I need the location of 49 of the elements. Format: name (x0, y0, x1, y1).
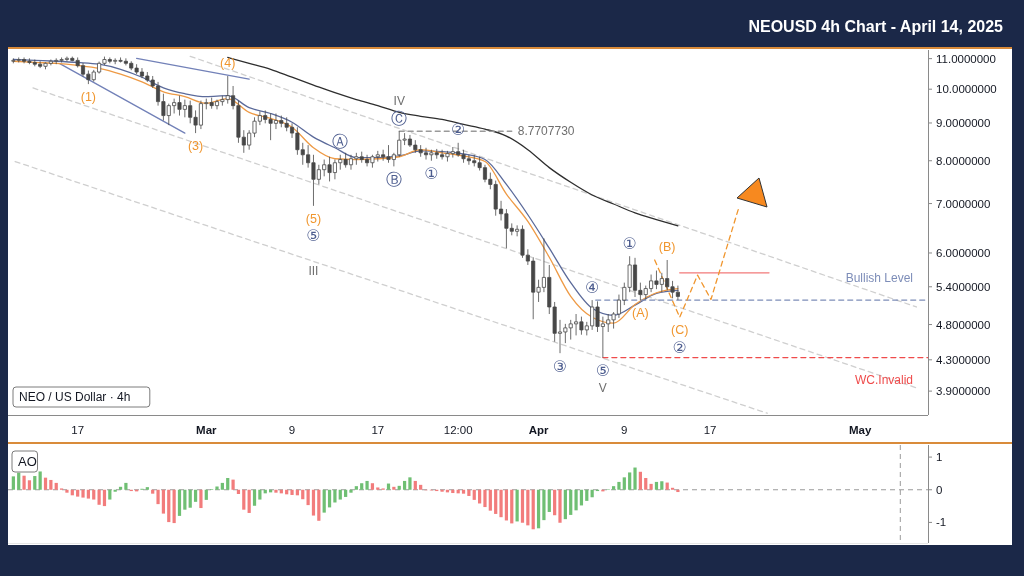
x-tick-label: 9 (621, 424, 628, 436)
x-tick-label: 17 (371, 424, 385, 436)
x-tick-label: May (848, 424, 872, 436)
annotation: ② (672, 337, 687, 357)
y-tick-label: 4.8000000 (936, 318, 991, 331)
y-tick-label: 7.0000000 (936, 197, 991, 210)
annotation: Ⓑ (385, 169, 402, 189)
annotation: IV (393, 94, 405, 109)
x-tick-label: 17 (71, 424, 85, 436)
text: AO (18, 454, 37, 469)
annotation: (4) (220, 56, 236, 70)
x-tick-label: 17 (703, 424, 717, 436)
annotation: (C) (671, 323, 689, 338)
annotation: (A) (632, 306, 649, 321)
x-tick-label: 9 (288, 424, 296, 436)
series-label: Bullish Level (845, 271, 913, 286)
y-tick-label: 3.9000000 (936, 385, 991, 398)
x-tick-label: 12:00 (443, 424, 473, 436)
y-tick-label: 9.0000000 (936, 116, 991, 129)
annotation: ② (451, 120, 466, 140)
annotation: ③ (552, 356, 568, 376)
annotation: ① (424, 164, 439, 184)
annotation: ⑤ (306, 226, 321, 246)
annotation: III (308, 264, 319, 279)
y-tick-label: 6.0000000 (936, 246, 991, 259)
series-label: WC.Invalid (854, 372, 913, 387)
y-tick-label: 0 (936, 483, 943, 496)
annotation: Ⓐ (332, 132, 349, 152)
annotation: (5) (305, 211, 322, 226)
annotation: Ⓒ (391, 108, 408, 128)
text: NEO / US Dollar · 4h (19, 390, 131, 404)
y-tick-label: 8.0000000 (936, 154, 991, 167)
y-tick-label: 1 (936, 451, 943, 464)
y-tick-label: 5.4000000 (936, 280, 991, 293)
y-tick-label: 10.0000000 (936, 83, 997, 96)
y-tick-label: -1 (936, 516, 947, 529)
annotation: (3) (187, 139, 204, 154)
annotation: ① (622, 233, 637, 253)
x-tick-label: Mar (196, 424, 218, 436)
annotation: (1) (80, 90, 97, 105)
annotation: (B) (658, 240, 676, 255)
annotation: ④ (584, 277, 600, 297)
y-tick-label: 11.0000000 (936, 52, 996, 65)
annotation: 8.7707730 (517, 124, 575, 139)
y-tick-label: 4.3000000 (936, 353, 991, 366)
annotation: V (598, 380, 607, 395)
chart-title: NEOUSD 4h Chart - April 14, 2025 (748, 17, 1004, 35)
x-tick-label: Apr (528, 424, 549, 436)
annotation: ⑤ (595, 361, 611, 381)
